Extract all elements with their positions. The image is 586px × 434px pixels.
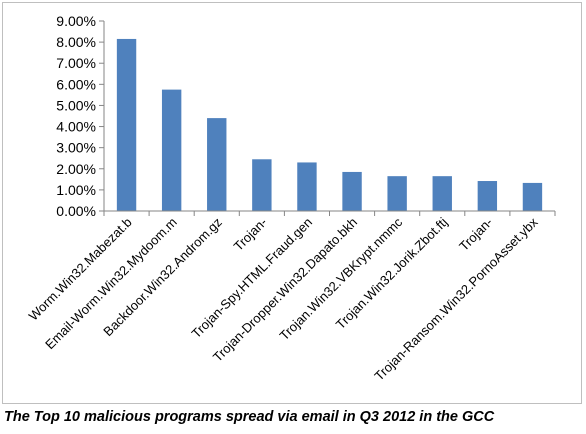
y-tick-label: 7.00%: [56, 55, 96, 71]
bar: [252, 159, 272, 211]
bar-series: [116, 38, 543, 211]
x-tick-label: Trojan-: [231, 215, 270, 254]
y-tick-label: 3.00%: [56, 140, 96, 156]
bar: [161, 89, 182, 211]
bar: [432, 176, 452, 211]
x-tick-label: Trojan-: [456, 215, 495, 254]
bar: [387, 176, 407, 211]
bar: [522, 182, 543, 211]
y-tick-label: 9.00%: [56, 13, 96, 29]
y-tick-label: 1.00%: [56, 182, 96, 198]
bar: [207, 118, 227, 211]
bar: [342, 171, 362, 211]
x-axis: Worm.Win32.Mabezat.bEmail-Worm.Win32.Myd…: [26, 210, 556, 384]
chart-caption: The Top 10 malicious programs spread via…: [4, 409, 495, 425]
y-tick-label: 2.00%: [56, 161, 96, 177]
y-tick-label: 5.00%: [56, 97, 96, 113]
bar: [116, 38, 137, 211]
x-tick-label: Trojan-Ransom.Win32.PornoAsset.ybx: [371, 214, 541, 384]
y-tick-label: 6.00%: [56, 76, 96, 92]
y-tick-label: 0.00%: [56, 203, 96, 219]
bar: [297, 162, 317, 211]
y-tick-label: 8.00%: [56, 34, 96, 50]
y-axis: 0.00% 1.00% 2.00% 3.00% 4.00% 5.00% 6.00% 7.00%…: [56, 13, 105, 219]
bar: [477, 181, 498, 211]
y-tick-label: 4.00%: [56, 119, 96, 135]
bar-chart: 0.00% 1.00% 2.00% 3.00% 4.00% 5.00% 6.00% 7.00%…: [26, 13, 556, 384]
